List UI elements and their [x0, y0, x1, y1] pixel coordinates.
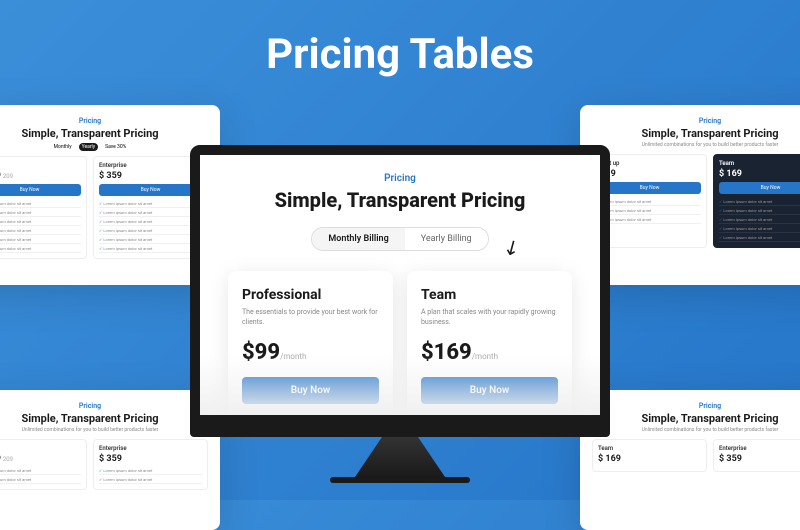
card-desc: A plan that scales with your rapidly gro…	[421, 308, 558, 328]
bg-preview-bottom-left: Pricing Simple, Transparent Pricing Unli…	[0, 390, 220, 530]
billing-toggle[interactable]: Monthly Billing Yearly Billing	[311, 227, 488, 251]
card-title: Professional	[242, 287, 379, 303]
pricing-label: Pricing	[218, 173, 582, 184]
bg-preview-top-right: Pricing Simple, Transparent Pricing Unli…	[580, 105, 800, 285]
arrow-icon: ↙	[498, 232, 525, 261]
toggle-yearly[interactable]: Yearly Billing	[405, 228, 488, 250]
toggle-monthly[interactable]: Monthly Billing	[312, 228, 404, 250]
pricing-heading: Simple, Transparent Pricing	[218, 188, 582, 212]
bg-preview-bottom-right: Pricing Simple, Transparent Pricing Unli…	[580, 390, 800, 530]
monitor-screen: Pricing Simple, Transparent Pricing Mont…	[190, 145, 610, 425]
monitor-mockup: Pricing Simple, Transparent Pricing Mont…	[190, 145, 610, 483]
card-title: Team	[421, 287, 558, 303]
hero-title: Pricing Tables	[0, 0, 800, 79]
card-desc: The essentials to provide your best work…	[242, 308, 379, 328]
bg-preview-top-left: Pricing Simple, Transparent Pricing Mont…	[0, 105, 220, 285]
